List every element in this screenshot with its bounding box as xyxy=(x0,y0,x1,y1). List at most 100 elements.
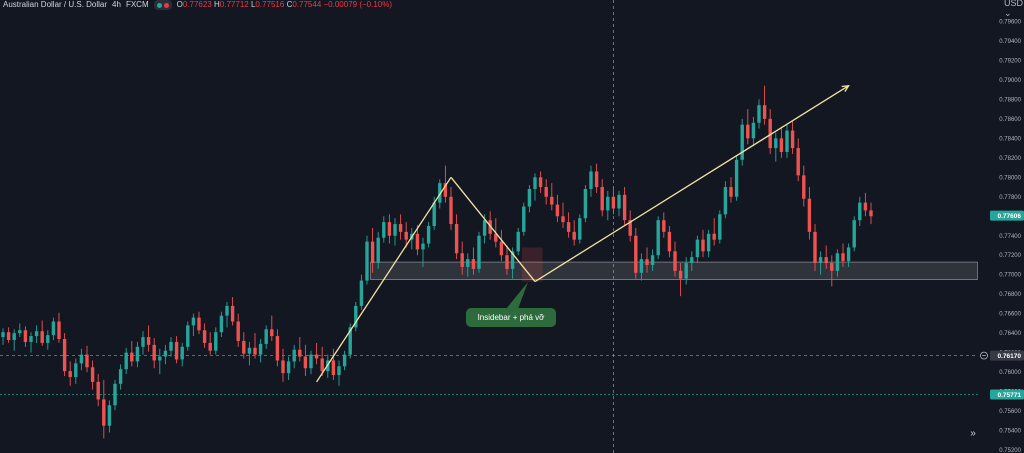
candle-up xyxy=(835,253,840,271)
candle-down xyxy=(230,305,235,322)
candle-up xyxy=(12,333,16,340)
chart-legend: Australian Dollar / U.S. Dollar 4h FXCM … xyxy=(3,0,392,11)
crosshair-price-tag: 0.76170 xyxy=(998,353,1022,360)
candle-down xyxy=(712,233,716,240)
high-key: H xyxy=(214,0,220,9)
candle-down xyxy=(561,216,565,223)
arrow-head-icon xyxy=(841,84,850,92)
candle-down xyxy=(370,241,375,264)
candle-up xyxy=(359,280,364,306)
candle-up xyxy=(706,233,711,252)
candle-up xyxy=(337,366,341,376)
price-tick-label: 0.76800 xyxy=(999,292,1021,298)
crosshair-price-tag-bg xyxy=(990,350,1024,361)
candle-down xyxy=(802,175,806,199)
trend-line xyxy=(534,85,849,283)
candle-up xyxy=(342,354,347,367)
candle-down xyxy=(398,224,403,232)
candle-down xyxy=(404,231,408,240)
candle-up xyxy=(74,363,78,378)
candle-down xyxy=(701,239,705,252)
candle-down xyxy=(454,224,459,254)
currency-scale-button[interactable]: USD ⌄ xyxy=(1004,0,1024,18)
candle-up xyxy=(292,349,296,362)
candle-down xyxy=(90,367,95,382)
candle-up xyxy=(113,383,117,406)
candle-down xyxy=(611,196,616,209)
candle-up xyxy=(348,327,352,355)
candle-up xyxy=(247,347,252,354)
candle-down xyxy=(813,231,817,264)
candle-down xyxy=(622,194,627,221)
candle-down xyxy=(729,187,733,197)
open-value: 0.77623 xyxy=(182,0,212,9)
candle-up xyxy=(617,194,621,209)
candle-up xyxy=(393,224,397,236)
market-status-indicator[interactable] xyxy=(153,0,172,10)
current-price-tag-bg xyxy=(990,210,1024,221)
price-tick-label: 0.76000 xyxy=(999,370,1021,376)
price-tick-label: 0.79200 xyxy=(999,58,1021,64)
candle-up xyxy=(858,202,862,221)
candle-up xyxy=(650,255,655,265)
candle-up xyxy=(421,243,425,250)
candle-up xyxy=(124,352,128,370)
status-dot-icon xyxy=(163,2,169,8)
price-tick-label: 0.77800 xyxy=(999,195,1021,201)
callout-pointer xyxy=(506,282,528,309)
candle-up xyxy=(163,350,168,357)
candle-down xyxy=(275,336,280,361)
candle-down xyxy=(281,360,285,374)
candle-down xyxy=(96,381,100,400)
candle-up xyxy=(589,171,593,189)
candle-down xyxy=(197,317,201,331)
candle-up xyxy=(852,220,856,248)
candle-up xyxy=(522,206,526,232)
candle-down xyxy=(471,259,476,269)
candle-down xyxy=(768,118,772,149)
candle-up xyxy=(740,124,744,160)
status-dot-icon xyxy=(156,2,162,8)
candle-up xyxy=(656,220,660,256)
candle-down xyxy=(23,330,28,342)
candle-up xyxy=(46,335,50,343)
candle-up xyxy=(639,259,644,273)
candle-up xyxy=(118,369,123,384)
candle-down xyxy=(566,222,571,232)
price-tick-label: 0.78000 xyxy=(999,175,1021,181)
candle-down xyxy=(174,341,179,360)
candle-down xyxy=(102,399,106,426)
double-chevron-right-icon[interactable]: » xyxy=(970,428,976,439)
candle-down xyxy=(746,124,750,139)
candle-down xyxy=(645,259,649,265)
symbol-name[interactable]: Australian Dollar / U.S. Dollar xyxy=(3,0,108,9)
candle-up xyxy=(723,187,728,215)
candle-up xyxy=(1,332,5,338)
candle-down xyxy=(443,183,448,197)
candle-up xyxy=(51,321,56,336)
candle-up xyxy=(107,405,112,426)
candle-up xyxy=(18,330,22,334)
candle-up xyxy=(695,239,700,258)
candle-down xyxy=(538,177,543,188)
candle-up xyxy=(376,237,380,264)
open-key: O xyxy=(176,0,183,9)
trend-line xyxy=(316,176,452,383)
price-axis[interactable]: 0.79600 0.79400 0.79200 0.79000 0.78800 0.786… xyxy=(980,19,1024,453)
candle-down xyxy=(57,321,61,340)
trend-lines[interactable] xyxy=(316,84,850,383)
price-tick-label: 0.76600 xyxy=(999,312,1021,318)
interval-label[interactable]: 4h xyxy=(112,0,121,9)
candle-up xyxy=(734,159,739,197)
price-tick-label: 0.75200 xyxy=(999,448,1021,453)
candle-down xyxy=(807,198,812,232)
price-tick-label: 0.75400 xyxy=(999,429,1021,435)
candle-up xyxy=(684,263,688,279)
ohlc-values: O0.77623 H0.77712 L0.77516 C0.77544 −0.0… xyxy=(177,0,392,11)
insidebar-callout[interactable]: Insidebar + phá vỡ xyxy=(466,308,556,327)
candle-down xyxy=(634,235,638,273)
candle-up xyxy=(690,257,694,264)
candle-up xyxy=(718,214,722,240)
candle-up xyxy=(225,305,229,316)
